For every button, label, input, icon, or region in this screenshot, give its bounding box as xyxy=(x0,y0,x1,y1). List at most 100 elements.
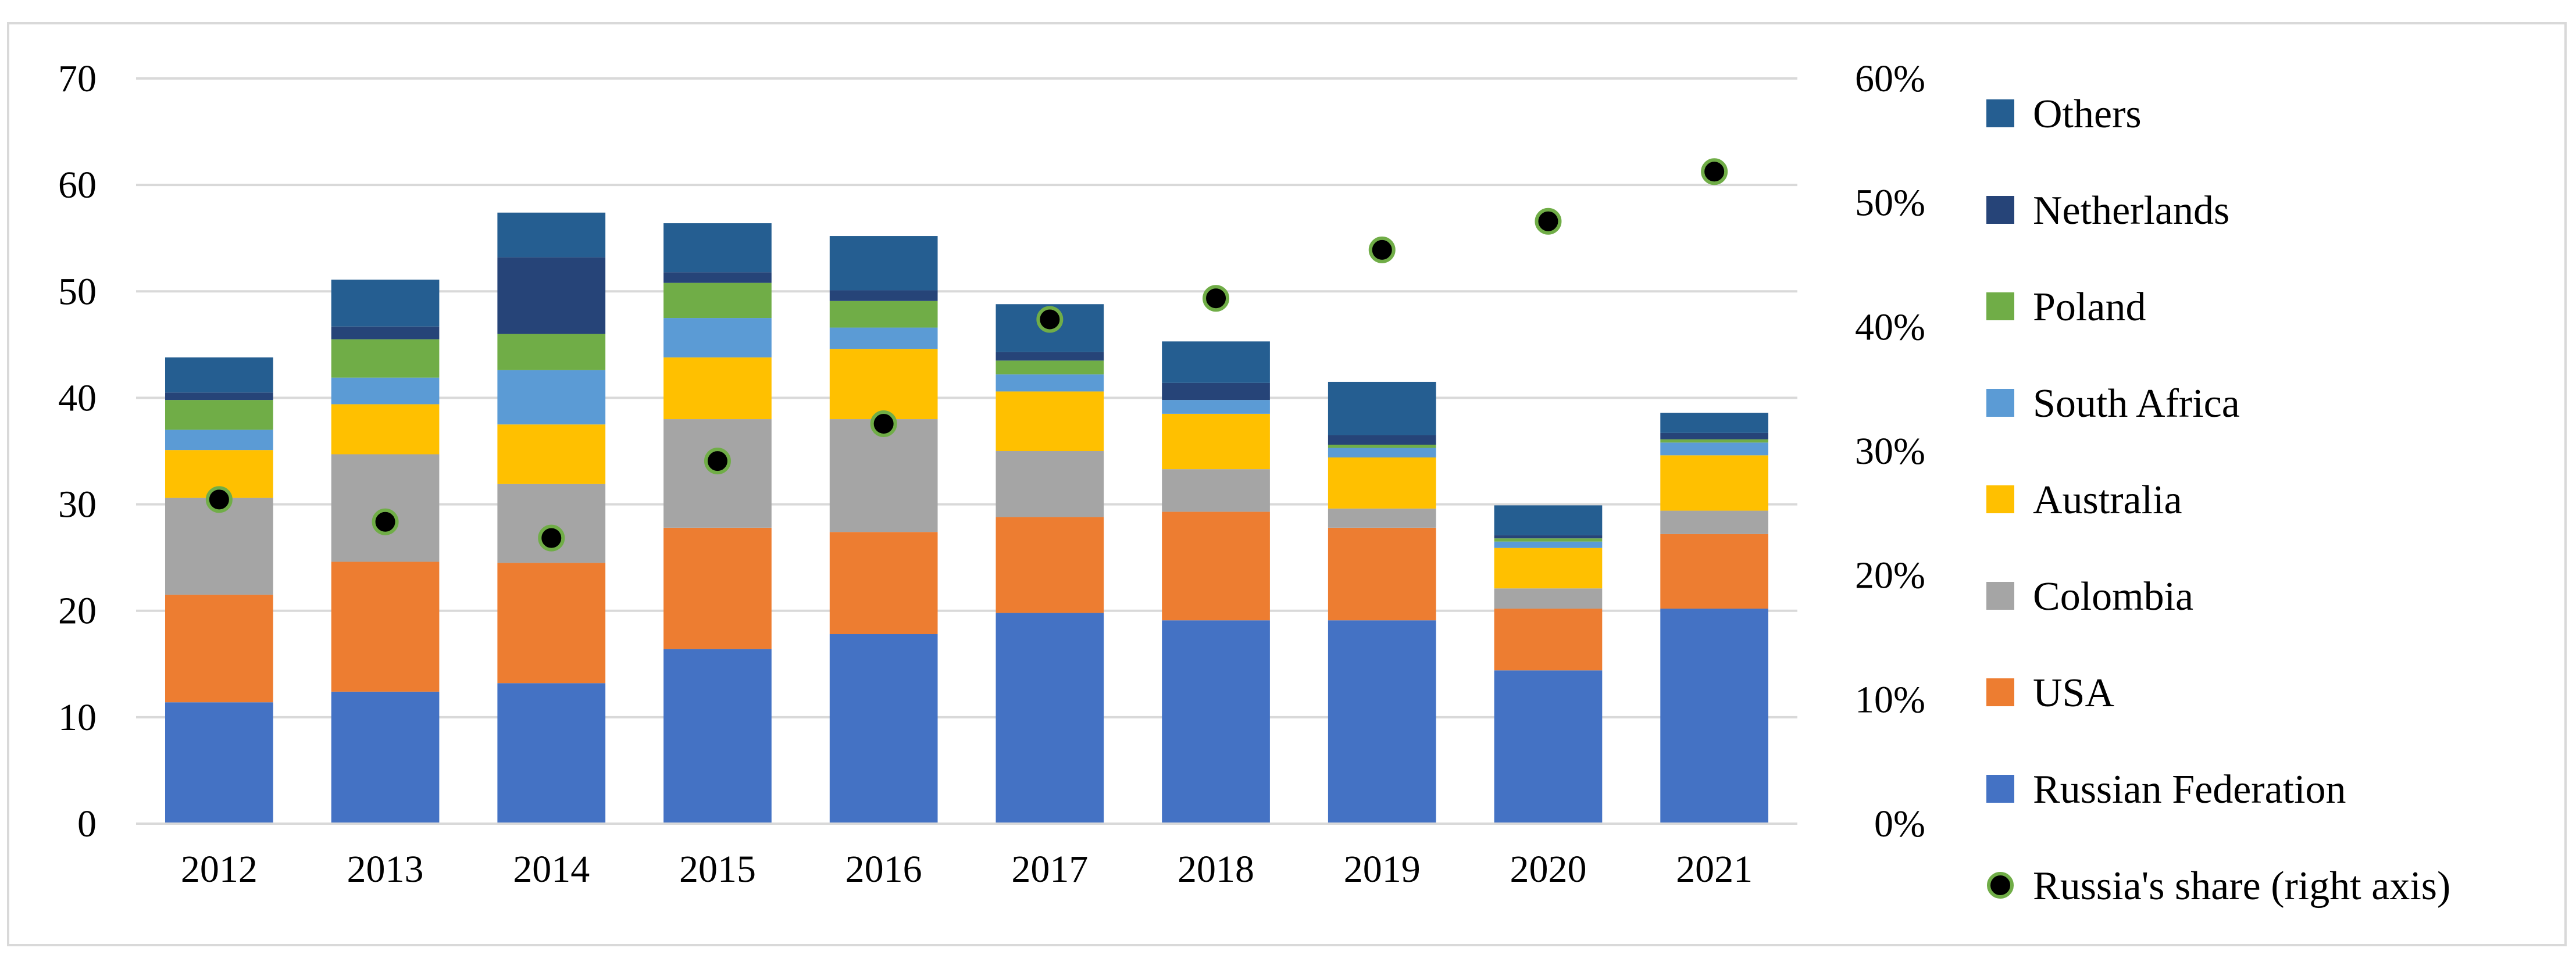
bar-segment-australia xyxy=(497,424,606,484)
bar-segment-others xyxy=(497,212,606,258)
y2-tick-label: 10% xyxy=(1855,678,1925,721)
bar-segment-russian-federation xyxy=(1494,670,1603,824)
y2-tick-label: 20% xyxy=(1855,555,1925,597)
bar-segment-south-africa xyxy=(1328,448,1436,457)
y2-tick-label: 50% xyxy=(1855,182,1925,224)
chart-frame: 0 10 20 30 40 50 60 70 0% 10% 20% 30% 40% 50% 60% 2012 2… xyxy=(7,22,2567,946)
y2-tick-label: 60% xyxy=(1855,58,1925,100)
bar-segment-poland xyxy=(1660,439,1769,443)
bar-segment-russian-federation xyxy=(497,683,606,824)
bar-segment-russian-federation xyxy=(165,702,273,824)
bar-segment-poland xyxy=(331,339,440,378)
x-tick-label: 2017 xyxy=(1011,848,1088,891)
x-tick-label: 2020 xyxy=(1510,848,1586,891)
x-tick-label: 2015 xyxy=(679,848,756,891)
y-tick-label: 40 xyxy=(58,377,97,419)
bar-segment-colombia xyxy=(165,498,273,595)
legend-swatch xyxy=(1986,678,2014,706)
bar-segment-others xyxy=(1328,381,1436,435)
x-tick-label: 2012 xyxy=(181,848,258,891)
share-marker xyxy=(1203,285,1230,312)
bar-segment-netherlands xyxy=(1660,432,1769,439)
share-marker xyxy=(704,448,731,475)
stacked-bar-chart: 0 10 20 30 40 50 60 70 0% 10% 20% 30% 40% 50% 60% 2012 2… xyxy=(58,58,2450,909)
bar-segment-others xyxy=(663,223,772,273)
y-tick-label: 30 xyxy=(58,484,97,526)
legend-swatch xyxy=(1986,582,2014,610)
bar-segment-south-africa xyxy=(829,327,938,349)
legend-label: Russia's share (right axis) xyxy=(2033,864,2450,909)
bar-segment-netherlands xyxy=(165,392,273,400)
y-tick-label: 20 xyxy=(58,590,97,632)
legend-swatch xyxy=(1986,389,2014,417)
share-marker xyxy=(1036,306,1064,333)
bar-segment-russian-federation xyxy=(1660,609,1769,824)
bar-segment-south-africa xyxy=(1162,400,1270,414)
share-marker xyxy=(372,508,399,535)
legend-label: Russian Federation xyxy=(2033,767,2346,812)
y-tick-label: 50 xyxy=(58,270,97,313)
bar-segment-colombia xyxy=(331,454,440,562)
legend-marker xyxy=(1987,872,2014,899)
bar-segment-usa xyxy=(1162,512,1270,621)
axes: 0 10 20 30 40 50 60 70 0% 10% 20% 30% 40% 50% 60% 2012 2… xyxy=(58,58,1925,891)
bar-segment-australia xyxy=(996,391,1104,451)
x-tick-label: 2013 xyxy=(347,848,424,891)
bar-segment-australia xyxy=(663,357,772,420)
bar-segment-netherlands xyxy=(663,272,772,283)
bar-segment-usa xyxy=(663,527,772,649)
legend-swatch xyxy=(1986,99,2014,127)
bar-segment-usa xyxy=(1660,534,1769,609)
legend-swatch xyxy=(1986,292,2014,320)
bar-segment-poland xyxy=(165,400,273,430)
y-tick-label: 70 xyxy=(58,58,97,100)
bar-segment-usa xyxy=(165,595,273,703)
bar-segment-poland xyxy=(996,360,1104,375)
share-marker xyxy=(1701,158,1728,185)
bar-segment-colombia xyxy=(1494,588,1603,609)
legend-label: Others xyxy=(2033,92,2142,137)
x-tick-label: 2016 xyxy=(845,848,922,891)
bar-segment-australia xyxy=(1162,413,1270,470)
bar-segment-others xyxy=(1660,413,1769,433)
bar-segment-others xyxy=(1162,341,1270,383)
bar-segment-australia xyxy=(1494,548,1603,589)
bar-segment-poland xyxy=(829,301,938,328)
bar-segment-usa xyxy=(1494,609,1603,671)
bar-segment-australia xyxy=(1328,457,1436,509)
bar-segment-others xyxy=(1494,505,1603,535)
bars xyxy=(165,212,1769,824)
bar-segment-netherlands xyxy=(1494,535,1603,539)
bar-segment-poland xyxy=(1494,538,1603,542)
bar-segment-netherlands xyxy=(829,290,938,301)
bar-segment-others xyxy=(829,236,938,291)
bar-segment-usa xyxy=(497,563,606,684)
bar-segment-poland xyxy=(497,334,606,370)
bar-segment-others xyxy=(165,357,273,393)
legend-label: Poland xyxy=(2033,285,2146,330)
bar-segment-usa xyxy=(1328,527,1436,621)
bar-segment-colombia xyxy=(1162,469,1270,512)
bar-segment-russian-federation xyxy=(663,649,772,824)
legend-label: Colombia xyxy=(2033,574,2193,619)
bar-segment-south-africa xyxy=(1660,442,1769,456)
legend: Others Netherlands Poland South Africa Austr… xyxy=(1986,92,2450,909)
x-tick-label: 2014 xyxy=(513,848,590,891)
bar-segment-australia xyxy=(1660,455,1769,511)
bar-segment-colombia xyxy=(829,419,938,532)
bar-segment-poland xyxy=(1328,445,1436,448)
bar-segment-russian-federation xyxy=(331,691,440,824)
bar-segment-netherlands xyxy=(996,352,1104,361)
bar-segment-south-africa xyxy=(663,318,772,357)
share-markers xyxy=(205,158,1728,552)
legend-swatch xyxy=(1986,196,2014,224)
bar-segment-russian-federation xyxy=(829,634,938,824)
bar-segment-poland xyxy=(663,282,772,319)
legend-label: Australia xyxy=(2033,478,2182,523)
legend-swatch xyxy=(1986,485,2014,513)
bar-segment-south-africa xyxy=(331,377,440,405)
bar-segment-usa xyxy=(829,532,938,635)
bar-segment-south-africa xyxy=(165,430,273,450)
bar-segment-netherlands xyxy=(1328,435,1436,445)
bar-segment-others xyxy=(331,280,440,327)
